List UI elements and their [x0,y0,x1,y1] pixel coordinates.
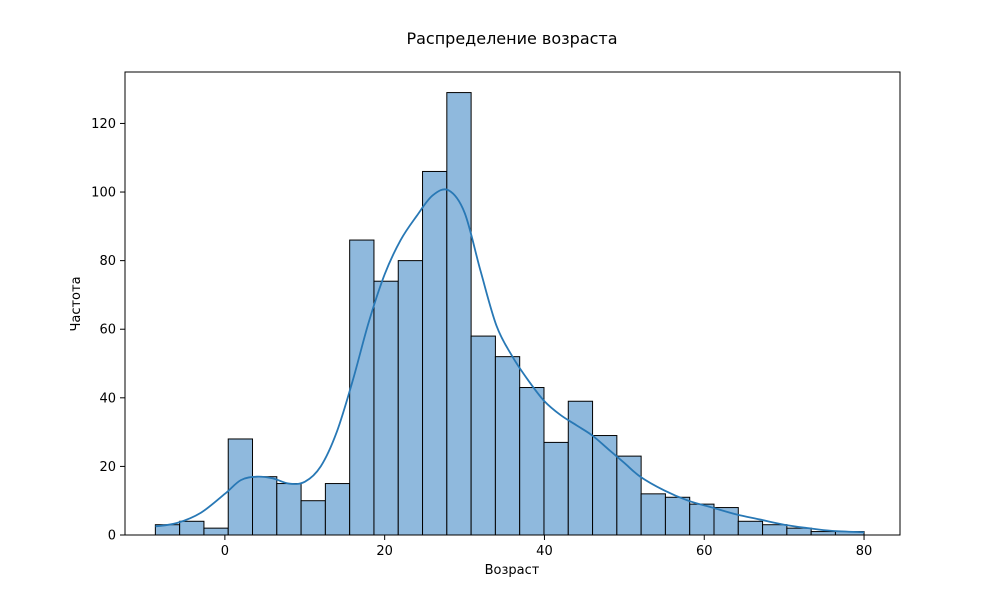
histogram-bar [543,441,569,536]
x-tick-label: 80 [856,544,873,559]
chart-title: Распределение возраста [406,29,617,48]
histogram-bar [567,400,594,536]
histogram-bar [470,335,496,536]
plot-frame [124,71,901,536]
kde-curve [155,188,865,534]
histogram-bar [252,476,278,536]
histogram-bar [179,520,205,536]
histogram-bar [737,520,764,536]
histogram-bars [154,92,865,536]
y-tick-label: 120 [91,117,116,132]
histogram-bar [664,496,691,536]
y-tick-label: 80 [99,254,116,269]
histogram-bar [689,503,715,536]
histogram-bar [494,356,521,536]
histogram-bar [300,500,326,536]
histogram-bar [276,483,302,536]
histogram-bar [203,527,229,536]
histogram-bar [349,239,375,536]
y-axis-label: Частота [69,276,84,331]
x-axis-label: Возраст [485,563,540,578]
histogram-bar [592,435,618,536]
histogram-bar [640,493,666,536]
histogram-bar [397,260,424,536]
histogram-bar [786,527,812,536]
histogram-bar [519,387,545,536]
histogram-bar [810,531,836,536]
y-tick-label: 0 [108,529,116,544]
x-tick-label: 20 [376,544,393,559]
x-tick-label: 60 [696,544,713,559]
histogram-bar [762,524,788,536]
histogram-bar [446,92,472,536]
histogram-bar [324,483,351,536]
histogram-bar [422,170,448,536]
y-tick-label: 60 [99,323,116,338]
x-tick-label: 0 [221,544,229,559]
y-axis-ticks: 0 20 40 60 80 100 120 [91,117,125,544]
x-axis-ticks: 0 20 40 60 80 [221,535,873,559]
x-tick-label: 40 [536,544,553,559]
y-tick-label: 20 [99,460,116,475]
histogram-bar [373,280,399,536]
y-tick-label: 100 [91,186,116,201]
y-tick-label: 40 [99,391,116,406]
